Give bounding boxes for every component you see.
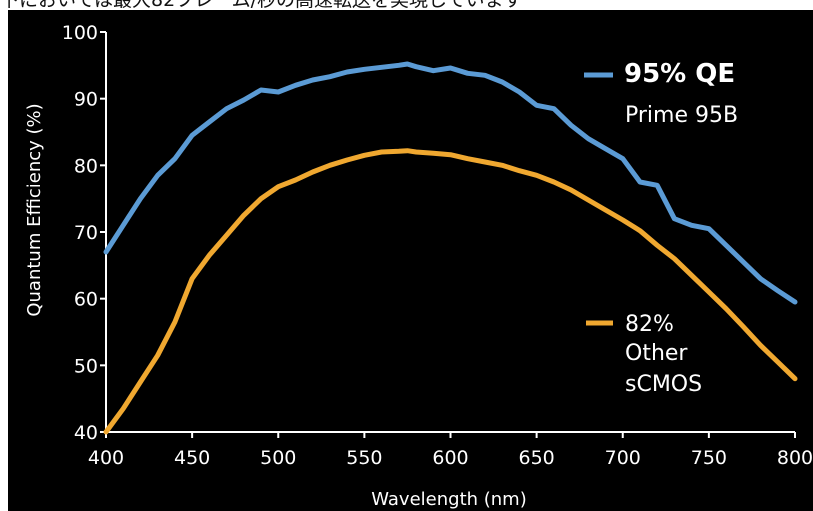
x-tick-label: 700 (605, 447, 641, 469)
series-line-prime-95b (103, 61, 798, 305)
y-tick-label: 90 (74, 89, 98, 111)
legend-prime-95b: 95% QE Prime 95B (584, 59, 738, 128)
y-tick-label: 40 (74, 422, 98, 444)
x-tick-label: 400 (88, 447, 124, 469)
y-tick-label: 100 (62, 22, 98, 44)
qe-chart: 400 450 500 550 600 650 700 750 800 40 50 60 70 80 90… (24, 22, 813, 510)
legend-label-other-scmos-line1: Other (625, 341, 688, 366)
x-tick-label: 750 (691, 447, 727, 469)
legend-other-scmos: 82% Other sCMOS (586, 312, 702, 397)
x-tick-label: 650 (518, 447, 554, 469)
legend-value-other-scmos: 82% (625, 312, 674, 337)
legend-label-prime-95b: Prime 95B (625, 103, 738, 128)
y-tick-label: 80 (74, 155, 98, 177)
x-tick-label: 600 (432, 447, 468, 469)
x-tick-label: 550 (346, 447, 382, 469)
y-axis-title: Quantum Efficiency (%) (24, 103, 45, 316)
x-tick-labels: 400 450 500 550 600 650 700 750 800 (88, 432, 813, 469)
x-tick-label: 500 (260, 447, 296, 469)
y-tick-label: 70 (74, 222, 98, 244)
series-line-other-scmos (103, 148, 798, 435)
x-axis-title: Wavelength (nm) (371, 489, 527, 510)
chart-panel: 400 450 500 550 600 650 700 750 800 40 50 60 70 80 90… (8, 10, 813, 511)
legend-label-other-scmos-line2: sCMOS (625, 372, 702, 397)
page-caption: 下においては最大82フレーム/秒の高速転送を実現しています (0, 0, 523, 11)
series-lines (103, 61, 798, 435)
y-tick-label: 50 (74, 355, 98, 377)
x-tick-label: 800 (777, 447, 813, 469)
legend-value-prime-95b: 95% QE (624, 59, 735, 89)
y-tick-label: 60 (74, 289, 98, 311)
y-tick-labels: 40 50 60 70 80 90 100 (62, 22, 106, 444)
x-tick-label: 450 (174, 447, 210, 469)
